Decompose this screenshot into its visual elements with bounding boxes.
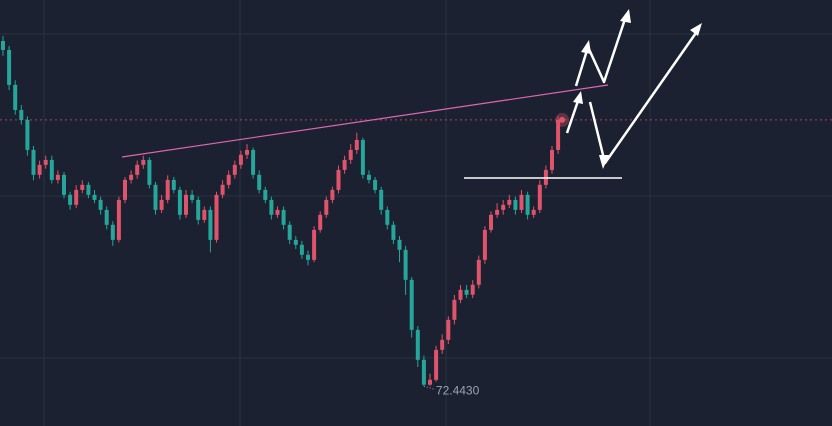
candle-body <box>19 109 24 120</box>
candle-body <box>354 139 359 150</box>
candle-body <box>165 179 170 200</box>
candle-body <box>531 209 536 215</box>
candle-body <box>208 209 213 240</box>
candle-body <box>275 209 280 215</box>
candle-body <box>74 189 79 205</box>
candle-body <box>269 199 274 215</box>
candle-body <box>409 279 414 330</box>
candle-body <box>226 174 231 185</box>
candle-body <box>257 174 262 190</box>
candle-body <box>537 184 542 210</box>
candle-body <box>421 359 426 385</box>
candle-body <box>110 224 115 240</box>
candle-body <box>37 164 42 175</box>
candle-body <box>98 199 103 210</box>
candle-body <box>373 179 378 190</box>
candle-body <box>123 179 127 200</box>
candle-body <box>440 339 445 350</box>
low-leader <box>423 385 435 390</box>
candle-body <box>281 209 286 225</box>
candle-body <box>1 40 5 50</box>
candle-body <box>336 169 341 190</box>
trend-line <box>121 84 609 158</box>
candle-body <box>86 184 91 195</box>
candle-body <box>306 254 310 260</box>
candle-body <box>43 159 48 165</box>
candle-body <box>245 149 249 155</box>
candle-body <box>62 174 66 195</box>
candle-body <box>360 139 365 175</box>
candle-body <box>489 214 493 230</box>
candle-body <box>434 349 439 380</box>
candle-body <box>13 84 18 110</box>
candle-body <box>80 184 85 190</box>
candle-body <box>299 244 304 255</box>
candle-body <box>482 229 487 260</box>
candle-body <box>147 159 152 185</box>
candle-body <box>470 284 475 295</box>
candle-body <box>391 224 396 240</box>
candle-body <box>415 329 420 360</box>
candle-body <box>495 209 500 215</box>
candle-body <box>464 289 469 295</box>
candle-body <box>141 159 146 165</box>
candle-body <box>519 194 524 210</box>
candle-body <box>153 184 158 210</box>
candle-body <box>525 194 530 215</box>
candle-body <box>55 174 60 180</box>
candle-body <box>556 119 561 150</box>
candle-body <box>501 204 506 210</box>
candle-body <box>190 194 195 200</box>
candle-body <box>507 199 512 205</box>
candle-body <box>318 214 323 230</box>
arrow-heads <box>573 9 702 169</box>
candle-body <box>129 174 134 180</box>
candle-body <box>184 194 188 215</box>
candle-body <box>287 224 292 240</box>
candle-body <box>476 259 481 285</box>
candle-body <box>68 194 73 205</box>
candle-body <box>367 174 371 180</box>
candle-body <box>446 319 451 340</box>
candle-body <box>293 239 298 245</box>
candle-body <box>263 189 268 200</box>
candle-body <box>251 149 256 175</box>
candle-body <box>403 249 408 280</box>
candle-body <box>220 184 225 195</box>
candle-body <box>49 159 54 180</box>
candle-body <box>31 149 36 175</box>
candle-body <box>214 194 219 240</box>
candle-body <box>385 209 390 225</box>
candle-body <box>7 49 12 85</box>
candle-body <box>238 154 243 165</box>
candle-body <box>348 149 353 160</box>
candle-body <box>25 119 30 150</box>
candle-body <box>550 149 554 170</box>
candle-body <box>379 189 384 210</box>
last-price-dot <box>559 116 566 123</box>
candle-body <box>458 289 463 300</box>
candle-body <box>312 229 317 260</box>
projection-arrows <box>565 15 700 165</box>
candle-body <box>196 199 201 220</box>
candle-body <box>135 164 140 175</box>
candle-body <box>397 239 402 250</box>
candle-body <box>428 379 432 385</box>
candle-body <box>330 189 335 200</box>
candle-body <box>116 199 121 240</box>
candle-body <box>342 159 347 170</box>
candle-body <box>159 199 164 210</box>
candle-body <box>177 189 182 215</box>
candle-body <box>324 199 329 215</box>
candle-body <box>202 209 207 220</box>
candle-body <box>232 164 237 175</box>
candle-body <box>452 299 457 320</box>
candle-body <box>104 209 109 225</box>
candle-body <box>171 179 176 190</box>
candle-body <box>92 194 97 200</box>
candle-body <box>513 199 518 210</box>
low-price-label: 72.4430 <box>436 383 480 397</box>
